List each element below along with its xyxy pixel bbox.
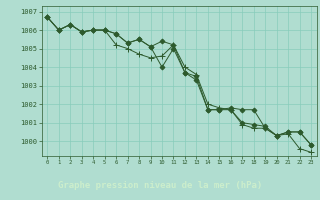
Text: Graphe pression niveau de la mer (hPa): Graphe pression niveau de la mer (hPa) — [58, 181, 262, 190]
